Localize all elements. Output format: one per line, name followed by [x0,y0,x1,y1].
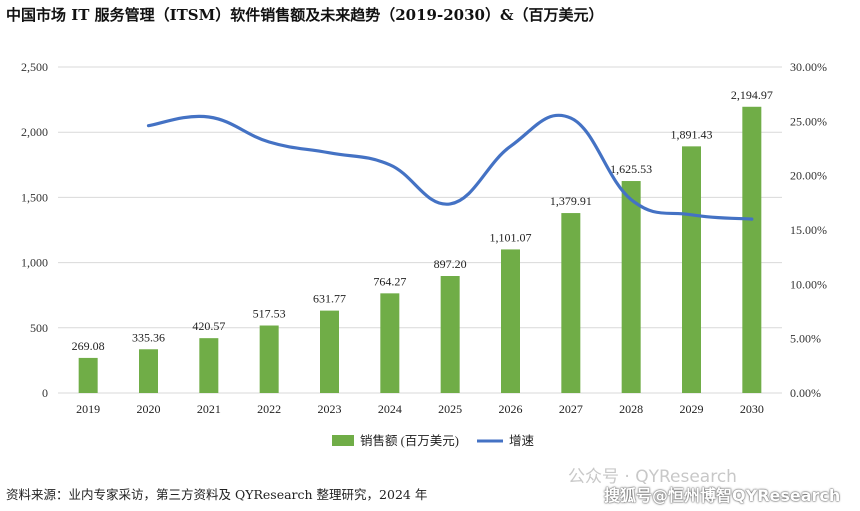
bar [320,311,339,393]
y-right-tick-label: 20.00% [790,169,827,183]
legend-swatch-sales [332,435,354,446]
bar-data-label: 269.08 [72,339,105,353]
bar-data-label: 1,625.53 [610,162,652,176]
bar [501,249,520,393]
x-tick-label: 2020 [137,402,161,416]
y-left-tick-label: 1,000 [21,256,48,270]
bar [561,213,580,393]
bar-data-label: 1,101.07 [490,230,532,244]
x-tick-label: 2022 [257,402,281,416]
bar [380,293,399,393]
y-left-tick-label: 1,500 [21,190,48,204]
x-tick-label: 2030 [740,402,764,416]
source-note: 资料来源：业内专家采访，第三方资料及 QYResearch 整理研究，2024 … [6,484,427,503]
y-left-tick-label: 500 [30,321,48,335]
x-tick-label: 2024 [378,402,402,416]
bar-data-label: 2,194.97 [731,88,773,102]
bar [622,181,641,393]
y-left-tick-label: 2,000 [21,125,48,139]
x-tick-label: 2019 [76,402,100,416]
y-right-tick-label: 15.00% [790,223,827,237]
bar [199,338,218,393]
bar-data-label: 764.27 [373,274,406,288]
y-right-tick-label: 5.00% [790,332,821,346]
bar [441,276,460,393]
x-tick-label: 2027 [559,402,583,416]
x-tick-label: 2025 [438,402,462,416]
y-right-tick-label: 30.00% [790,60,827,74]
bar-data-label: 420.57 [192,319,225,333]
bar-data-label: 1,379.91 [550,194,592,208]
bar [260,326,279,393]
x-tick-label: 2029 [680,402,704,416]
growth-line [149,115,752,219]
bar-data-label: 631.77 [313,292,346,306]
y-right-tick-label: 10.00% [790,277,827,291]
legend-label-sales: 销售额 (百万美元) [360,433,459,448]
bar [682,146,701,393]
bar [79,358,98,393]
bar-data-label: 517.53 [253,307,286,321]
chart-canvas: 0 500 1,000 1,500 2,000 2,500 0.00% 5.00% 10.00%… [0,0,860,511]
legend-label-growth: 增速 [509,433,535,448]
watermark-sohu: 搜狐号@恒州博智QYResearch [604,482,840,506]
y-right-tick-label: 25.00% [790,114,827,128]
bar-data-label: 335.36 [132,330,165,344]
bar [139,349,158,393]
x-tick-label: 2028 [619,402,643,416]
bar-data-label: 1,891.43 [671,127,713,141]
bar-data-label: 897.20 [434,257,467,271]
y-left-tick-label: 0 [42,386,48,400]
x-tick-label: 2026 [499,402,523,416]
y-left-tick-label: 2,500 [21,60,48,74]
y-right-tick-label: 0.00% [790,386,821,400]
bar [742,107,761,393]
x-tick-label: 2023 [318,402,342,416]
x-tick-label: 2021 [197,402,221,416]
